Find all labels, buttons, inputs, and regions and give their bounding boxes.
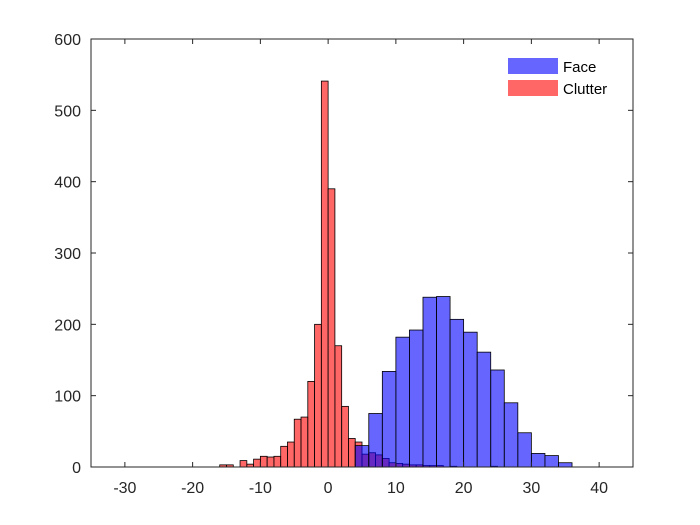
y-tick-label: 400 [54,175,81,192]
clutter-bars [219,80,498,468]
x-tick-label: 0 [324,480,333,497]
face-bars [354,296,573,468]
x-tick-label: -20 [181,480,204,497]
clutter-bar [253,458,261,468]
clutter-bar [239,460,248,468]
face-bar [354,445,370,468]
clutter-bar [348,438,356,468]
y-tick-label: 0 [72,460,81,477]
legend: Face Clutter [508,58,607,98]
face-bar [530,453,546,468]
legend-swatch-clutter [508,80,558,96]
y-tick-label: 100 [54,389,81,406]
face-bar [476,351,492,468]
clutter-bar [327,188,336,468]
clutter-bar [259,455,268,468]
x-tick-label: 10 [387,480,405,497]
face-bar [463,331,478,468]
clutter-bar [334,345,343,468]
face-bar [422,296,437,468]
legend-label-clutter: Clutter [563,81,607,98]
face-bar [436,296,451,468]
face-bar [503,402,519,468]
y-tick-label: 500 [54,103,81,120]
clutter-bar [341,405,349,468]
face-bar [409,329,424,468]
y-tick-label: 200 [54,317,81,334]
face-bar [368,413,383,468]
clutter-bar [320,80,329,468]
face-bar [395,336,410,468]
plot-area-frame [90,38,634,468]
clutter-bar [287,441,295,468]
face-bar [517,432,532,468]
x-tick-label: 40 [590,480,608,497]
face-bar [449,318,465,468]
clutter-bar [293,418,302,468]
clutter-bar [314,323,322,468]
clutter-bar [280,445,288,468]
face-bar [381,371,397,468]
x-tick-label: -30 [113,480,136,497]
clutter-bar [273,455,282,468]
face-bar [544,455,559,468]
x-axis: -30 -20 -10 0 10 20 30 40 [113,39,608,497]
face-bar [558,462,573,468]
clutter-bar [266,456,275,468]
y-axis: 0 100 200 300 400 500 600 [54,32,633,477]
legend-label-face: Face [563,59,596,76]
x-tick-label: -10 [249,480,272,497]
face-bar [490,369,505,468]
y-tick-label: 600 [54,32,81,49]
x-tick-label: 30 [522,480,540,497]
clutter-bar [300,416,309,468]
clutter-bar [307,380,315,468]
y-tick-label: 300 [54,246,81,263]
legend-swatch-face [508,58,558,74]
x-tick-label: 20 [455,480,473,497]
